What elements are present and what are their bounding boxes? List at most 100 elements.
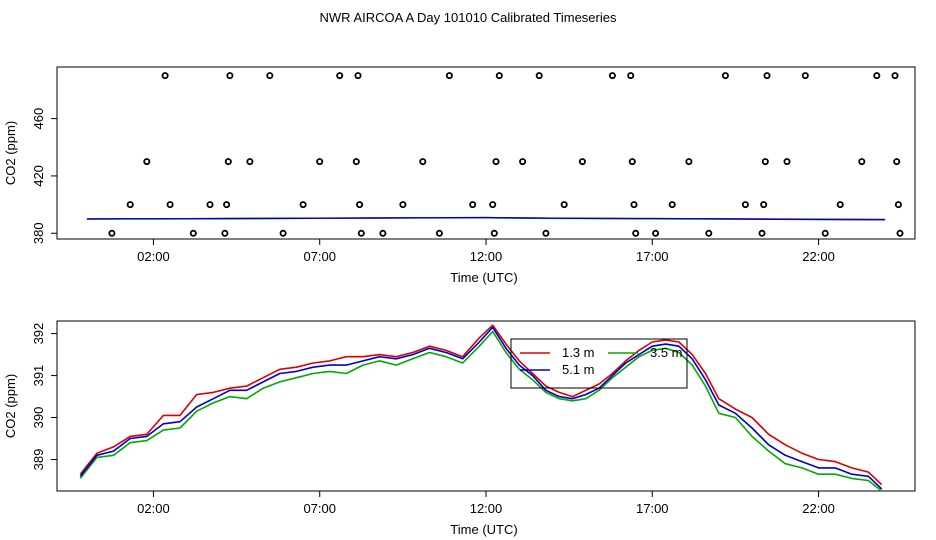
- x-tick-label: 17:00: [636, 249, 669, 264]
- data-point: [891, 72, 899, 80]
- legend-label: 5.1 m: [562, 362, 595, 377]
- data-point: [608, 72, 616, 80]
- data-point: [578, 158, 586, 166]
- plot-box: [56, 320, 916, 492]
- data-point: [492, 158, 500, 166]
- x-tick-label: 17:00: [636, 501, 669, 516]
- data-point: [435, 229, 443, 237]
- data-point: [763, 72, 771, 80]
- x-tick-label: 12:00: [470, 501, 503, 516]
- data-point: [246, 158, 254, 166]
- data-point: [206, 201, 214, 209]
- data-point: [490, 229, 498, 237]
- y-tick-label: 380: [31, 222, 46, 244]
- data-point: [721, 72, 729, 80]
- y-axis-label: CO2 (ppm): [3, 374, 18, 438]
- x-tick-label: 07:00: [303, 501, 336, 516]
- x-tick-label: 07:00: [303, 249, 336, 264]
- data-point: [836, 201, 844, 209]
- data-lines: [79, 324, 883, 492]
- data-point: [821, 229, 829, 237]
- series-line-blue: [86, 216, 886, 221]
- y-tick-label: 420: [31, 165, 46, 187]
- data-point: [896, 229, 904, 237]
- plot-box: [56, 66, 916, 240]
- series-line-5-1-m: [79, 326, 883, 490]
- data-point: [266, 72, 274, 80]
- data-point: [668, 201, 676, 209]
- data-point: [356, 201, 364, 209]
- data-point: [873, 72, 881, 80]
- data-point: [352, 158, 360, 166]
- data-point: [519, 158, 527, 166]
- data-point: [542, 229, 550, 237]
- data-point: [336, 72, 344, 80]
- data-point: [189, 229, 197, 237]
- series-line-1-3-m: [79, 324, 883, 486]
- scatter-panel: 02:00 07:00 12:00 17:00 22:00 380 420 460 Time…: [3, 66, 916, 285]
- data-point: [628, 158, 636, 166]
- data-point: [357, 229, 365, 237]
- data-point: [893, 158, 901, 166]
- y-tick-label: 390: [31, 407, 46, 429]
- y-tick-label: 392: [31, 323, 46, 345]
- data-point: [445, 72, 453, 80]
- line-panel: 02:00 07:00 12:00 17:00 22:00 389 390 391 392 1…: [3, 320, 916, 537]
- legend-box: [510, 338, 688, 389]
- x-tick-label: 12:00: [470, 249, 503, 264]
- data-point: [685, 158, 693, 166]
- data-point: [495, 72, 503, 80]
- x-axis: 02:00 07:00 12:00 17:00 22:00: [137, 491, 835, 516]
- data-point: [560, 201, 568, 209]
- data-point: [858, 158, 866, 166]
- data-point: [299, 201, 307, 209]
- data-point: [489, 201, 497, 209]
- data-point: [741, 201, 749, 209]
- legend: 1.3 m 3.5 m 5.1 m: [510, 338, 688, 389]
- data-point: [760, 201, 768, 209]
- data-point: [630, 201, 638, 209]
- data-point: [166, 201, 174, 209]
- x-tick-label: 22:00: [802, 249, 835, 264]
- legend-label: 3.5 m: [650, 345, 683, 360]
- data-point: [705, 229, 713, 237]
- data-lines: [86, 216, 886, 221]
- data-point: [161, 72, 169, 80]
- data-point: [801, 72, 809, 80]
- data-point: [419, 158, 427, 166]
- y-tick-label: 389: [31, 449, 46, 471]
- data-point: [226, 72, 234, 80]
- data-point: [535, 72, 543, 80]
- data-point: [143, 158, 151, 166]
- series-line-3-5-m: [79, 330, 883, 492]
- data-point: [108, 229, 116, 237]
- x-tick-label: 02:00: [137, 249, 170, 264]
- data-point: [758, 229, 766, 237]
- data-point: [783, 158, 791, 166]
- data-point: [652, 229, 660, 237]
- data-point: [221, 229, 229, 237]
- x-axis: 02:00 07:00 12:00 17:00 22:00: [137, 239, 835, 264]
- data-point: [354, 72, 362, 80]
- data-point: [632, 229, 640, 237]
- y-axis: 389 390 391 392: [31, 323, 57, 471]
- x-tick-label: 22:00: [802, 501, 835, 516]
- x-tick-label: 02:00: [137, 501, 170, 516]
- data-point: [469, 201, 477, 209]
- y-tick-label: 460: [31, 108, 46, 130]
- data-point: [761, 158, 769, 166]
- data-point: [223, 201, 231, 209]
- x-axis-label: Time (UTC): [450, 522, 517, 537]
- y-axis-label: CO2 (ppm): [3, 121, 18, 185]
- chart-title: NWR AIRCOA A Day 101010 Calibrated Times…: [320, 10, 617, 25]
- data-points: [108, 72, 904, 237]
- data-point: [399, 201, 407, 209]
- y-axis: 380 420 460: [31, 108, 57, 244]
- data-point: [379, 229, 387, 237]
- x-axis-label: Time (UTC): [450, 270, 517, 285]
- data-point: [224, 158, 232, 166]
- data-point: [126, 201, 134, 209]
- y-tick-label: 391: [31, 365, 46, 387]
- data-point: [316, 158, 324, 166]
